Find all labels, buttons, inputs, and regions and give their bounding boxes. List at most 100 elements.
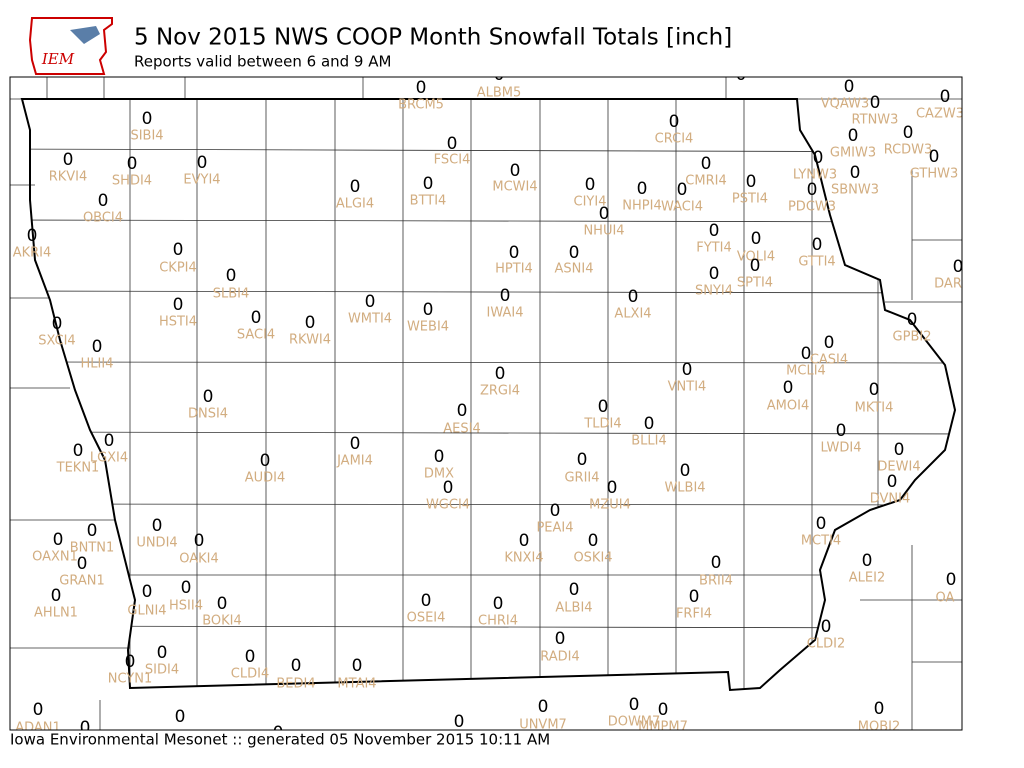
station-value: 0 <box>217 594 228 614</box>
station-label: CIYI4 <box>574 195 607 210</box>
station-value: 0 <box>588 531 599 551</box>
station-label: MZUI4 <box>589 498 631 513</box>
subtitle: Reports valid between 6 and 9 AM <box>134 53 391 71</box>
station-value: 0 <box>598 397 609 417</box>
station-value: 0 <box>51 586 62 606</box>
station-label: PEAI4 <box>536 521 573 536</box>
station-label: WMTI4 <box>348 312 392 327</box>
station-value: 0 <box>92 337 103 357</box>
station-label: DOWM7 <box>608 715 661 730</box>
station-value: 0 <box>53 530 64 550</box>
station-label: MKTI4 <box>855 401 894 416</box>
station-value: 0 <box>628 287 639 307</box>
station-value: 0 <box>495 364 506 384</box>
station-label: HLII4 <box>81 357 114 372</box>
map-frame <box>9 76 963 731</box>
station-label: RADI4 <box>540 650 580 665</box>
station-value: 0 <box>104 431 115 451</box>
station-value: 0 <box>677 180 688 200</box>
station-label: FRFI4 <box>676 607 712 622</box>
station-label: LYNW3 <box>793 168 837 183</box>
station-value: 0 <box>807 180 818 200</box>
station-label: CAZW3 <box>916 107 964 122</box>
station-value: 0 <box>157 643 168 663</box>
station-label: SIDI4 <box>145 663 179 678</box>
footer: Iowa Environmental Mesonet :: generated … <box>10 731 550 749</box>
station-value: 0 <box>493 594 504 614</box>
station-label: BLLI4 <box>631 434 667 449</box>
station-value: 0 <box>423 300 434 320</box>
station-label: SIBI4 <box>130 129 163 144</box>
station-label: DEWI4 <box>877 460 920 475</box>
station-label: AHLN1 <box>34 606 78 621</box>
station-value: 0 <box>63 150 74 170</box>
station-label: GRII4 <box>564 471 599 486</box>
station-label: OA <box>936 591 955 606</box>
station-value: 0 <box>907 310 918 330</box>
station-label: CKPI4 <box>159 261 197 276</box>
station-value: 0 <box>682 360 693 380</box>
station-label: GMIW3 <box>830 146 876 161</box>
station-label: SXCI4 <box>38 334 75 349</box>
station-label: FYTI4 <box>696 241 731 256</box>
station-label: LWDI4 <box>820 441 861 456</box>
station-label: KNXI4 <box>504 551 543 566</box>
station-label: VOLI4 <box>737 250 775 265</box>
station-value: 0 <box>251 308 262 328</box>
station-label: BOKI4 <box>202 614 242 629</box>
station-value: 0 <box>929 147 940 167</box>
station-label: ALXI4 <box>614 307 651 322</box>
station-label: PSTI4 <box>732 192 768 207</box>
station-value: 0 <box>801 344 812 364</box>
station-value: 0 <box>194 531 205 551</box>
station-value: 0 <box>77 554 88 574</box>
station-value: 0 <box>874 699 885 719</box>
station-label: HSII4 <box>169 599 203 614</box>
station-value: 0 <box>711 553 722 573</box>
station-value: 0 <box>669 112 680 132</box>
station-label: MOBI2 <box>858 720 900 735</box>
station-label: BNTN1 <box>70 541 115 556</box>
station-value: 0 <box>181 578 192 598</box>
station-label: MTAI4 <box>337 677 376 692</box>
station-label: DMX <box>424 467 454 482</box>
station-value: 0 <box>750 256 761 276</box>
station-label: SBNW3 <box>831 183 879 198</box>
station-value: 0 <box>577 450 588 470</box>
station-value: 0 <box>273 723 284 743</box>
station-value: 0 <box>197 153 208 173</box>
station-label: GTTI4 <box>798 255 835 270</box>
station-label: ALBI4 <box>555 601 592 616</box>
station-label: ADAN1 <box>15 721 61 736</box>
station-label: IWAI4 <box>487 306 524 321</box>
station-value: 0 <box>423 174 434 194</box>
station-label: RKVI4 <box>49 170 88 185</box>
station-value: 0 <box>746 172 757 192</box>
station-value: 0 <box>350 177 361 197</box>
station-label: ZRGI4 <box>480 384 520 399</box>
station-label: DNSI4 <box>188 407 228 422</box>
station-value: 0 <box>894 440 905 460</box>
station-value: 0 <box>127 154 138 174</box>
station-value: 0 <box>509 243 520 263</box>
station-value: 0 <box>629 695 640 715</box>
station-label: BTTI4 <box>410 194 447 209</box>
station-value: 0 <box>291 656 302 676</box>
station-label: NCYN1 <box>108 672 153 687</box>
station-label: RKWI4 <box>289 333 331 348</box>
station-label: PDCW3 <box>788 200 836 215</box>
station-value: 0 <box>816 514 827 534</box>
station-value: 0 <box>637 179 648 199</box>
station-label: CASI4 <box>810 353 848 368</box>
station-label: CHRI4 <box>478 614 518 629</box>
station-value: 0 <box>550 501 561 521</box>
station-value: 0 <box>173 295 184 315</box>
station-value: 0 <box>98 191 109 211</box>
station-label: OSKI4 <box>573 551 612 566</box>
station-value: 0 <box>599 204 610 224</box>
station-label: WGCI4 <box>426 498 470 513</box>
station-value: 0 <box>644 414 655 434</box>
station-value: 0 <box>848 126 859 146</box>
